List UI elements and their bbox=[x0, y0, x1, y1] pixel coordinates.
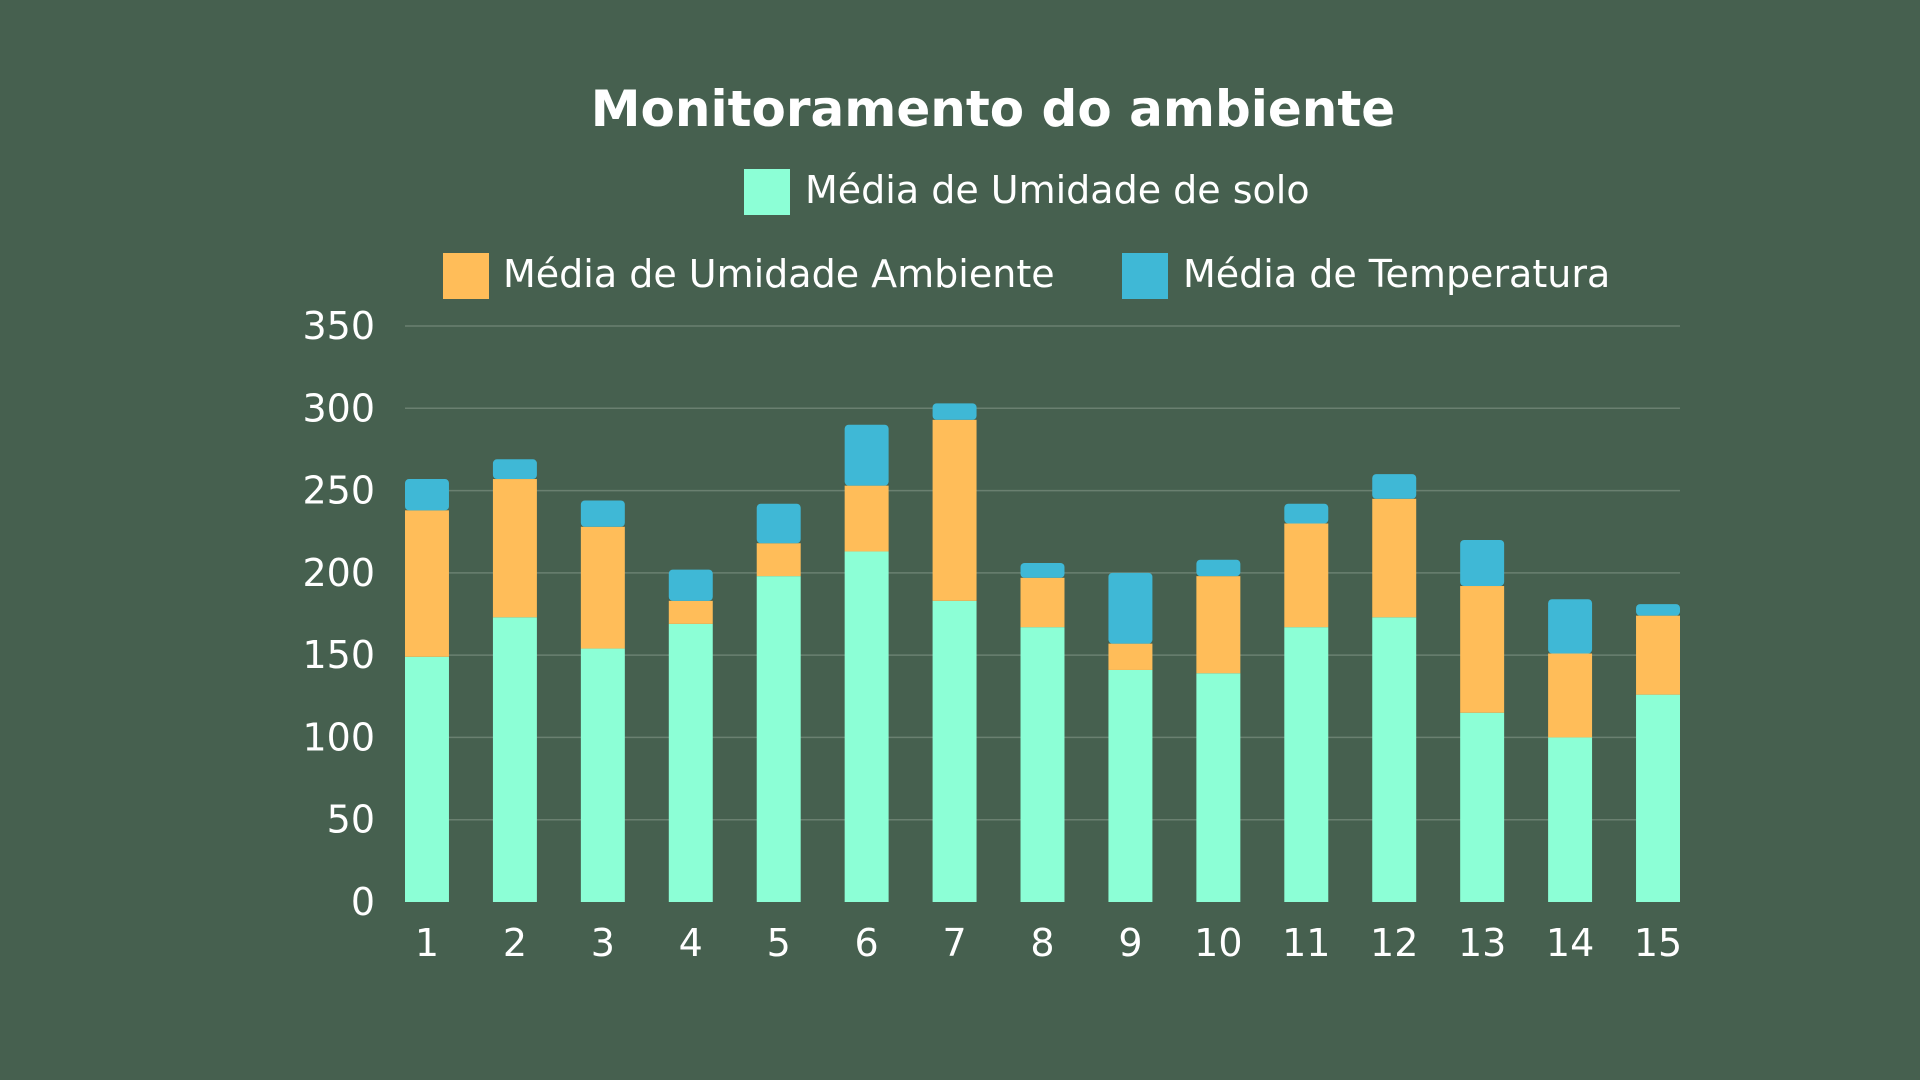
bar-ambient-humidity-6 bbox=[844, 485, 889, 552]
bar-soil-humidity-7 bbox=[932, 600, 977, 902]
bar-ambient-humidity-3 bbox=[580, 526, 625, 649]
legend-item-soil-humidity: Média de Umidade de solo bbox=[744, 168, 1310, 215]
bar-temperature-11 bbox=[1284, 503, 1329, 524]
bar-soil-humidity-12 bbox=[1372, 617, 1417, 902]
bar-temperature-15 bbox=[1636, 604, 1680, 616]
bar-ambient-humidity-5 bbox=[756, 543, 801, 577]
y-tick-label: 0 bbox=[351, 880, 375, 924]
x-tick-label: 3 bbox=[591, 921, 615, 965]
x-tick-label: 12 bbox=[1370, 921, 1418, 965]
bar-soil-humidity-11 bbox=[1284, 627, 1329, 902]
y-axis: 0 50 100 150 200 250 300 350 bbox=[302, 304, 375, 924]
x-tick-label: 4 bbox=[679, 921, 703, 965]
x-tick-label: 1 bbox=[415, 921, 439, 965]
bar-temperature-6 bbox=[844, 424, 889, 486]
bar-temperature-10 bbox=[1196, 559, 1241, 577]
bar-temperature-3 bbox=[580, 500, 625, 527]
bar-ambient-humidity-15 bbox=[1636, 615, 1680, 695]
x-tick-label: 2 bbox=[503, 921, 527, 965]
bar-temperature-2 bbox=[492, 459, 537, 480]
y-tick-label: 300 bbox=[302, 386, 375, 430]
legend-label-soil-humidity: Média de Umidade de solo bbox=[805, 168, 1310, 212]
x-tick-label: 8 bbox=[1030, 921, 1054, 965]
y-tick-label: 200 bbox=[302, 551, 375, 595]
bar-soil-humidity-5 bbox=[756, 576, 801, 902]
bar-soil-humidity-2 bbox=[492, 617, 537, 902]
bar-temperature-12 bbox=[1372, 474, 1417, 499]
x-tick-label: 11 bbox=[1282, 921, 1330, 965]
bar-ambient-humidity-9 bbox=[1108, 643, 1153, 670]
bar-soil-humidity-13 bbox=[1460, 712, 1505, 902]
bar-temperature-14 bbox=[1548, 599, 1593, 654]
legend-label-ambient-humidity: Média de Umidade Ambiente bbox=[503, 252, 1055, 296]
bar-ambient-humidity-4 bbox=[668, 600, 713, 624]
bar-soil-humidity-14 bbox=[1548, 737, 1593, 902]
bar-temperature-4 bbox=[668, 569, 713, 601]
y-tick-label: 250 bbox=[302, 469, 375, 513]
bar-temperature-1 bbox=[405, 479, 449, 511]
bar-soil-humidity-1 bbox=[405, 656, 449, 902]
x-tick-label: 7 bbox=[942, 921, 966, 965]
bar-ambient-humidity-7 bbox=[932, 419, 977, 601]
bar-temperature-9 bbox=[1108, 572, 1153, 644]
bar-ambient-humidity-2 bbox=[492, 479, 537, 618]
bar-ambient-humidity-14 bbox=[1548, 653, 1593, 738]
bar-soil-humidity-6 bbox=[844, 551, 889, 902]
bar-soil-humidity-9 bbox=[1108, 669, 1153, 902]
x-tick-label: 10 bbox=[1194, 921, 1242, 965]
bar-temperature-13 bbox=[1460, 539, 1505, 587]
x-tick-label: 14 bbox=[1546, 921, 1594, 965]
bar-ambient-humidity-8 bbox=[1020, 577, 1065, 628]
y-tick-label: 150 bbox=[302, 633, 375, 677]
bar-ambient-humidity-11 bbox=[1284, 523, 1329, 628]
x-axis: 1 2 3 4 5 6 7 8 9 10 11 12 13 14 15 bbox=[415, 921, 1682, 965]
bar-soil-humidity-15 bbox=[1636, 694, 1680, 902]
y-tick-label: 350 bbox=[302, 304, 375, 348]
x-tick-label: 6 bbox=[855, 921, 879, 965]
legend-swatch-soil-humidity bbox=[744, 169, 790, 215]
x-tick-label: 5 bbox=[767, 921, 791, 965]
legend-item-temperature: Média de Temperatura bbox=[1122, 252, 1610, 299]
bar-temperature-5 bbox=[756, 503, 801, 544]
x-tick-label: 15 bbox=[1634, 921, 1682, 965]
bar-soil-humidity-3 bbox=[580, 648, 625, 902]
legend-item-ambient-humidity: Média de Umidade Ambiente bbox=[443, 252, 1055, 299]
y-tick-label: 100 bbox=[302, 715, 375, 759]
x-tick-label: 13 bbox=[1458, 921, 1506, 965]
y-tick-label: 50 bbox=[327, 798, 375, 842]
bar-temperature-7 bbox=[932, 403, 977, 420]
legend-label-temperature: Média de Temperatura bbox=[1183, 252, 1610, 296]
bar-soil-humidity-4 bbox=[668, 623, 713, 902]
bar-ambient-humidity-12 bbox=[1372, 498, 1417, 618]
bar-temperature-8 bbox=[1020, 562, 1065, 578]
bar-ambient-humidity-10 bbox=[1196, 576, 1241, 674]
legend: Média de Umidade de solo Média de Umidad… bbox=[443, 168, 1610, 299]
legend-swatch-temperature bbox=[1122, 253, 1168, 299]
legend-swatch-ambient-humidity bbox=[443, 253, 489, 299]
bars bbox=[405, 403, 1680, 902]
bar-soil-humidity-8 bbox=[1020, 627, 1065, 902]
x-tick-label: 9 bbox=[1118, 921, 1142, 965]
bar-ambient-humidity-13 bbox=[1460, 586, 1505, 713]
bar-ambient-humidity-1 bbox=[405, 510, 449, 657]
chart-title: Monitoramento do ambiente bbox=[591, 80, 1395, 138]
bar-soil-humidity-10 bbox=[1196, 673, 1241, 902]
